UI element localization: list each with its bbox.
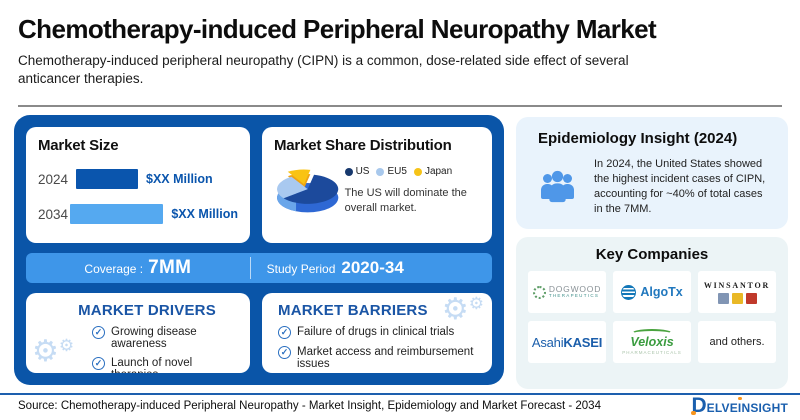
source-text: Source: Chemotherapy-induced Peripheral … xyxy=(18,400,601,412)
driver-text: Launch of novel therapies xyxy=(111,357,193,373)
barrier-item: ✓ Market access and reimbursement issues xyxy=(278,346,482,370)
dogwood-flower-icon xyxy=(532,285,546,299)
check-icon: ✓ xyxy=(92,357,105,370)
coverage-divider xyxy=(249,257,251,279)
epidemiology-text: In 2024, the United States showed the hi… xyxy=(594,158,766,215)
company-logo-asahi-kasei: Asahi KASEI xyxy=(528,321,606,363)
delveinsight-logo: D ELVE I NSIGHT xyxy=(691,395,788,417)
brand-text: ELVE xyxy=(706,401,738,415)
company-logo-algotx: AlgoTx xyxy=(613,271,691,313)
winsantor-squares-icon xyxy=(717,292,757,304)
page-subtitle: Chemotherapy-induced peripheral neuropat… xyxy=(18,53,629,87)
company-logo-winsantor: WINSANTOR xyxy=(698,271,776,313)
brand-i-dot xyxy=(738,396,742,400)
epidemiology-panel: Epidemiology Insight (2024) In 2024, the… xyxy=(516,117,788,229)
legend-dot-japan xyxy=(413,167,422,176)
legend-dot-us xyxy=(344,167,353,176)
driver-item: ✓ Launch of novel therapies xyxy=(92,357,240,373)
brand-text: NSIGHT xyxy=(741,401,788,415)
dogwood-sub: THERAPEUTICS xyxy=(548,293,600,299)
pie-chart xyxy=(277,169,339,213)
market-overview-panel: Market Size 2024 $XX Million 2034 $XX Mi… xyxy=(14,115,504,385)
epidemiology-title: Epidemiology Insight (2024) xyxy=(538,130,738,147)
veloxis-sub: PHARMACEUTICALS xyxy=(622,349,682,355)
driver-text: Growing disease awareness xyxy=(111,326,197,350)
square-gold xyxy=(731,292,743,304)
value-label-2024: $XX Million xyxy=(146,172,213,186)
driver-item: ✓ Growing disease awareness xyxy=(92,326,240,350)
market-size-row-2034: 2034 $XX Million xyxy=(38,204,238,224)
gear-icon: ⚙ xyxy=(32,335,59,368)
check-icon: ✓ xyxy=(92,326,105,339)
key-companies-panel: Key Companies DOGWOOD THERAPEUTICS AlgoT… xyxy=(516,237,788,389)
legend-item-japan: Japan xyxy=(413,166,453,177)
company-logo-dogwood: DOGWOOD THERAPEUTICS xyxy=(528,271,606,313)
pie-legend: US EU5 Japan xyxy=(344,166,480,177)
veloxis-swoosh-icon xyxy=(631,329,673,338)
year-label: 2024 xyxy=(38,171,69,187)
asahi-name-bold: KASEI xyxy=(563,334,603,350)
barrier-text: Market access and reimbursement issues xyxy=(297,346,474,370)
asahi-name-light: Asahi xyxy=(531,334,564,350)
market-size-row-2024: 2024 $XX Million xyxy=(38,169,238,189)
company-others: and others. xyxy=(698,321,776,363)
market-drivers-card: ⚙⚙ MARKET DRIVERS ✓ Growing disease awar… xyxy=(26,293,250,373)
study-period-section: Study Period 2020-34 xyxy=(251,258,492,278)
market-size-card: Market Size 2024 $XX Million 2034 $XX Mi… xyxy=(26,127,250,243)
legend-dot-eu5 xyxy=(376,167,385,176)
check-icon: ✓ xyxy=(278,326,291,339)
brand-letter-i: I xyxy=(737,401,742,415)
legend-item-eu5: EU5 xyxy=(376,166,407,177)
header-divider xyxy=(18,105,782,107)
market-share-card: Market Share Distribution US xyxy=(262,127,492,243)
market-share-title: Market Share Distribution xyxy=(274,137,452,154)
gears-icon: ⚙⚙ xyxy=(32,337,74,367)
company-logo-veloxis: Veloxis PHARMACEUTICALS xyxy=(613,321,691,363)
market-size-title: Market Size xyxy=(38,137,119,154)
square-red xyxy=(745,292,757,304)
brand-orange-dot xyxy=(691,410,696,415)
legend-label-japan: Japan xyxy=(424,166,453,177)
barrier-text: Failure of drugs in clinical trials xyxy=(297,326,455,338)
bar-2024 xyxy=(76,169,138,189)
market-barriers-title: MARKET BARRIERS xyxy=(278,302,428,319)
coverage-section: Coverage : 7MM xyxy=(26,257,250,279)
value-label-2034: $XX Million xyxy=(171,207,238,221)
market-share-note: The US will dominate the overall market. xyxy=(344,187,467,214)
page-title: Chemotherapy-induced Peripheral Neuropat… xyxy=(18,14,657,44)
check-icon: ✓ xyxy=(278,346,291,359)
algotx-name: AlgoTx xyxy=(640,285,683,299)
year-label: 2034 xyxy=(38,206,69,222)
dogwood-name: DOGWOOD xyxy=(548,283,602,294)
footer-divider xyxy=(0,393,800,395)
study-period-label: Study Period xyxy=(266,262,336,276)
key-companies-title: Key Companies xyxy=(595,246,709,263)
market-drivers-title: MARKET DRIVERS xyxy=(78,302,216,319)
person-icon xyxy=(549,171,565,202)
header: Chemotherapy-induced Peripheral Neuropat… xyxy=(18,14,782,88)
others-text: and others. xyxy=(709,336,765,348)
study-period-value: 2020-34 xyxy=(341,258,404,277)
veloxis-name: Veloxis xyxy=(630,335,674,350)
coverage-label: Coverage : xyxy=(84,262,144,276)
square-blue xyxy=(717,292,729,304)
coverage-bar: Coverage : 7MM Study Period 2020-34 xyxy=(26,253,492,283)
legend-label-us: US xyxy=(355,166,370,177)
gear-icon: ⚙ xyxy=(58,336,75,355)
legend-label-eu5: EU5 xyxy=(387,166,407,177)
coverage-value: 7MM xyxy=(148,257,192,278)
algotx-globe-icon xyxy=(621,284,637,300)
barrier-item: ✓ Failure of drugs in clinical trials xyxy=(278,326,482,339)
bar-2034 xyxy=(69,204,164,224)
legend-item-us: US xyxy=(344,166,370,177)
people-group-icon xyxy=(530,174,584,199)
winsantor-name: WINSANTOR xyxy=(703,280,771,290)
market-barriers-card: ⚙⚙ MARKET BARRIERS ✓ Failure of drugs in… xyxy=(262,293,492,373)
